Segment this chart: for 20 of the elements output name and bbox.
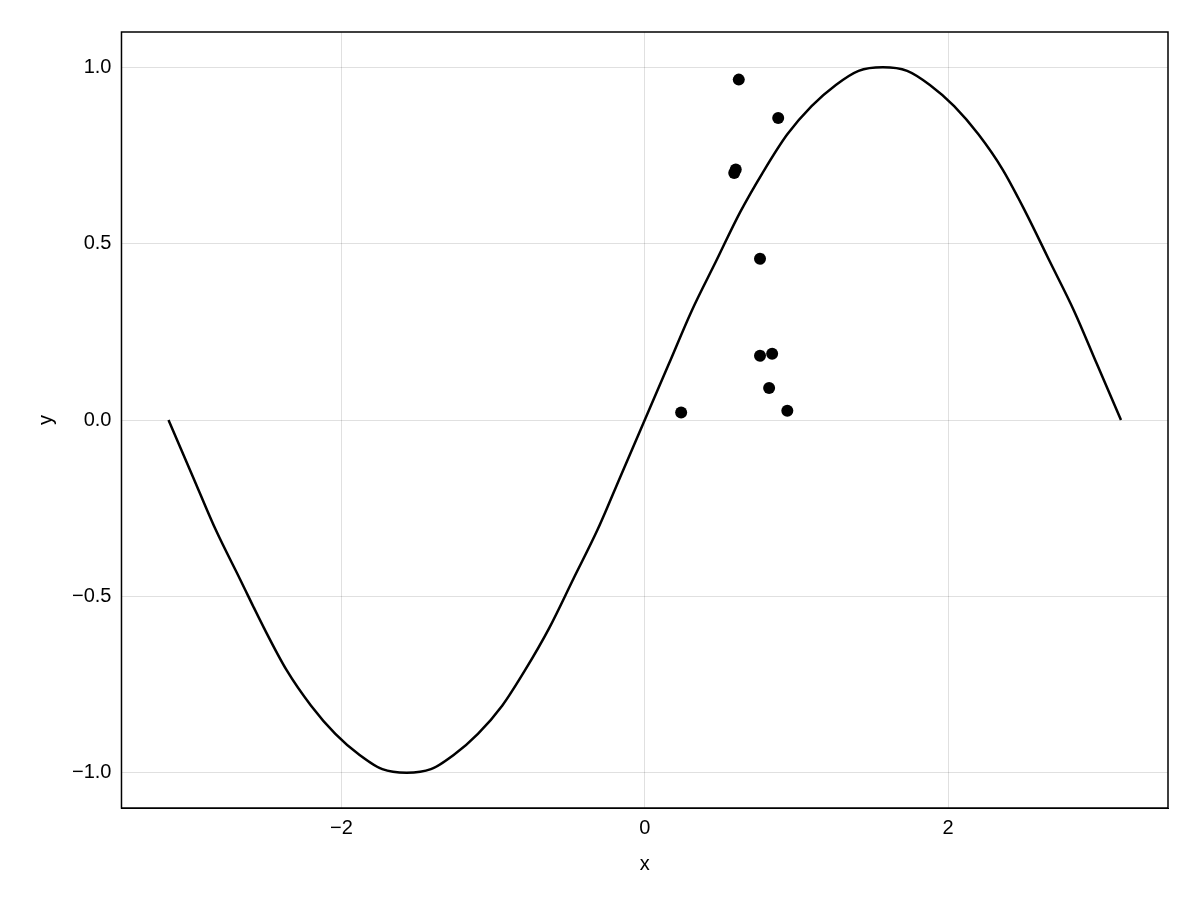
x-tick-label: −2 — [330, 815, 353, 838]
point — [781, 404, 794, 417]
x-axis-title: x — [639, 851, 650, 874]
y-tick-label: −0.5 — [72, 583, 112, 606]
y-tick-label: −1.0 — [72, 760, 112, 783]
point — [766, 347, 779, 360]
point — [772, 112, 785, 125]
y-tick-label: 0.5 — [83, 231, 112, 254]
point — [675, 406, 688, 419]
point — [754, 252, 767, 265]
x-tick-label: 0 — [639, 815, 651, 838]
y-tick-label: 1.0 — [83, 54, 112, 77]
point — [754, 349, 767, 362]
y-tick-label: 0.0 — [83, 407, 112, 430]
y-axis-title: y — [33, 415, 56, 425]
point — [763, 381, 776, 394]
point — [728, 167, 741, 180]
point — [732, 73, 745, 86]
line-series — [167, 66, 1123, 774]
x-tick-label: 2 — [942, 815, 954, 838]
